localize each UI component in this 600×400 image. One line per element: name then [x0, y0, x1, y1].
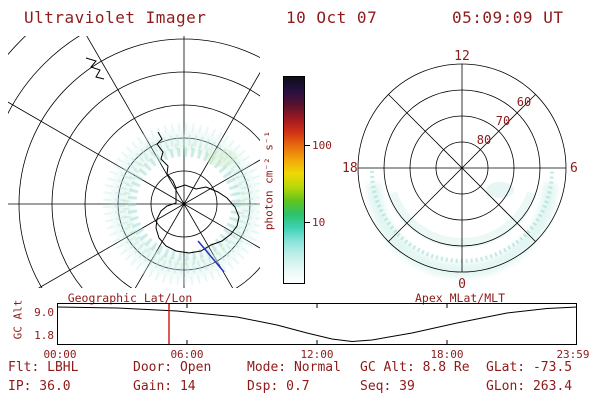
south-america-coast — [85, 57, 105, 80]
orbit-track-line — [197, 240, 225, 273]
strip-xtick-0000: 00:00 — [43, 348, 77, 361]
aurora-emission-geo — [103, 123, 260, 285]
geographic-map-panel — [8, 36, 260, 288]
mlt-label-0: 0 — [458, 277, 466, 292]
gc-alt-strip-chart — [57, 303, 577, 345]
colorbar-label: photon cm⁻² s⁻¹ — [262, 130, 276, 231]
status-glon: GLon: 263.4 — [486, 379, 573, 394]
colorbar-tick-mark-100 — [305, 145, 310, 146]
status-seq: Seq: 39 — [360, 379, 415, 394]
strip-ytick-top: 9.0 — [34, 306, 54, 319]
antarctica-coastline — [85, 57, 240, 254]
colorbar-tick-mark-10 — [305, 222, 310, 223]
gc-alt-curve — [57, 306, 577, 343]
status-dsp: Dsp: 0.7 — [247, 379, 310, 394]
status-glat: GLat: -73.5 — [486, 360, 573, 375]
colorbar-tick-10: 10 — [312, 216, 326, 229]
mlt-label-6: 6 — [570, 161, 578, 176]
mlat-ring-label-70: 70 — [496, 114, 510, 128]
status-flt: Flt: LBHL — [8, 360, 79, 375]
status-ip: IP: 36.0 — [8, 379, 71, 394]
geo-panel-caption: Geographic Lat/Lon — [67, 291, 193, 305]
mlt-label-18: 18 — [342, 161, 358, 176]
mlt-spokes — [358, 64, 566, 272]
strip-chart-ticks — [186, 303, 448, 345]
status-mode: Mode: Normal — [247, 360, 341, 375]
status-gain: Gain: 14 — [133, 379, 196, 394]
app-title: Ultraviolet Imager — [24, 8, 207, 27]
mlat-ring-label-60: 60 — [517, 95, 531, 109]
strip-chart-frame — [57, 303, 577, 345]
status-gc-alt: GC Alt: 8.8 Re — [360, 360, 470, 375]
strip-ylabel: GC Alt — [11, 299, 25, 340]
colorbar-gradient — [283, 76, 305, 284]
strip-xtick-1800: 18:00 — [430, 348, 464, 361]
graticule-meridians — [8, 36, 260, 288]
strip-xtick-0600: 06:00 — [170, 348, 204, 361]
strip-xtick-2359: 23:59 — [556, 348, 590, 361]
header-date: 10 Oct 07 — [286, 8, 378, 27]
mlt-label-12: 12 — [454, 49, 470, 64]
mlat-ring-label-80: 80 — [477, 133, 491, 147]
strip-xtick-1200: 12:00 — [300, 348, 334, 361]
apex-panel-caption: Apex MLat/MLT — [414, 291, 505, 305]
colorbar-tick-100: 100 — [312, 139, 332, 152]
header-time: 05:09:09 UT — [452, 8, 564, 27]
strip-ytick-bottom: 1.8 — [34, 329, 54, 342]
apex-polar-plot: 12 18 6 0 60 70 80 — [342, 49, 578, 292]
status-door: Door: Open — [133, 360, 212, 375]
